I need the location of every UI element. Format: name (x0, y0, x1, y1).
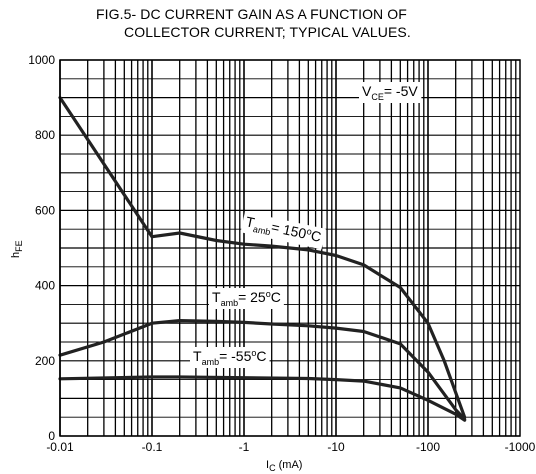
y-tick-label: 800 (35, 128, 55, 142)
label-part: o (251, 348, 256, 358)
label-part: = 150 (270, 219, 308, 242)
label-background (209, 288, 284, 309)
series-lines (58, 96, 467, 422)
plot-frame (59, 59, 521, 437)
x-tick-label: -0.1 (142, 440, 163, 454)
label-text: VCE= -5V (362, 83, 418, 102)
y-tick-label: 200 (35, 354, 55, 368)
grid (59, 59, 520, 437)
x-axis-label-part: C (269, 463, 276, 473)
x-tick-label: -100 (416, 440, 440, 454)
x-tick-label: -1 (239, 440, 250, 454)
label-part: o (306, 226, 313, 237)
label-part: amb (221, 298, 239, 308)
x-axis-label-part: (mA) (276, 459, 303, 471)
label-part: C (271, 289, 281, 305)
label-part: T (212, 289, 221, 305)
series-line-3 (58, 375, 467, 422)
chart-title-line1: FIG.5- DC CURRENT GAIN AS A FUNCTION OF (96, 6, 407, 22)
label-text: Tamb= 150oC (244, 213, 323, 248)
series-line-2 (58, 319, 467, 421)
label-part: C (309, 227, 322, 245)
label-part: V (362, 83, 372, 99)
label-part: amb (252, 224, 271, 237)
label-part: T (193, 348, 202, 364)
axis-labels: IC (mA)hFE (10, 240, 302, 473)
series-3-label: Tamb= -55oC (190, 347, 270, 368)
x-tick-label: -1000 (505, 440, 536, 454)
label-part: = -5V (384, 83, 419, 99)
label-text: Tamb= 25oC (212, 289, 281, 308)
label-part: CE (371, 92, 384, 102)
label-background (190, 347, 270, 368)
vce-condition-label: VCE= -5V (359, 82, 422, 103)
label-part: = 25 (238, 289, 266, 305)
y-tick-label: 600 (35, 203, 55, 217)
label-part: = -55 (219, 348, 252, 364)
series-line-1 (58, 96, 467, 419)
label-part: C (256, 348, 266, 364)
series-1-label: Tamb= 150oC (240, 211, 326, 250)
y-tick-label: 400 (35, 279, 55, 293)
label-part: T (244, 213, 256, 231)
y-axis-label: hFE (10, 240, 24, 258)
x-axis-label-part: I (266, 459, 269, 471)
x-axis-label: IC (mA) (266, 459, 302, 473)
label-text: Tamb= -55oC (193, 348, 267, 367)
label-part: o (266, 289, 271, 299)
chart-title-line2: COLLECTOR CURRENT; TYPICAL VALUES. (124, 24, 411, 40)
label-background (240, 211, 326, 250)
x-tick-label: -0.01 (46, 440, 74, 454)
label-part: amb (202, 357, 220, 367)
y-tick-label: 0 (48, 429, 55, 443)
series-2-label: Tamb= 25oC (209, 288, 284, 309)
y-axis-label-part: FE (14, 240, 24, 252)
tick-labels: -0.01 -0.1 -1 -10 -100 -1000 0 200 400 600 800 1000 (28, 53, 535, 454)
y-axis-label-part: h (10, 252, 22, 258)
x-tick-label: -10 (327, 440, 345, 454)
label-background (359, 82, 422, 103)
y-tick-label: 1000 (28, 53, 55, 67)
